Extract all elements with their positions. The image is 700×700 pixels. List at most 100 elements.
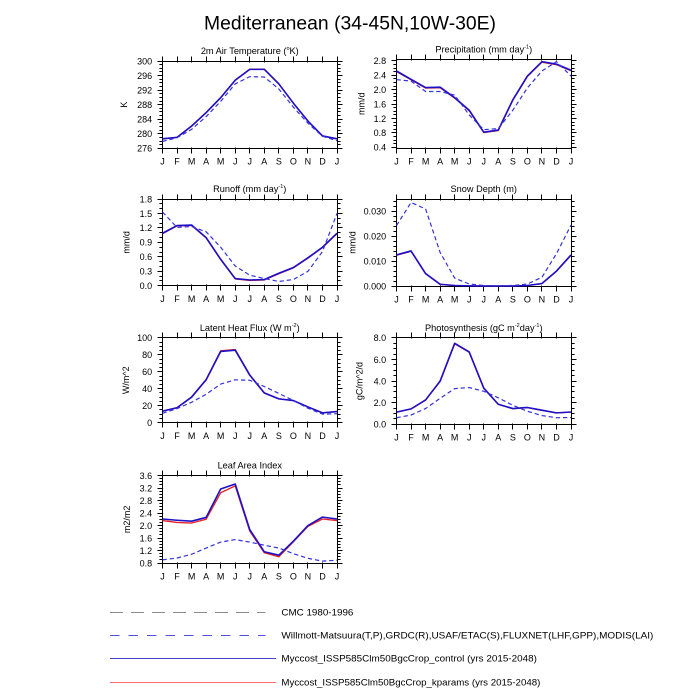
- svg-text:1.6: 1.6: [140, 533, 153, 543]
- svg-text:N: N: [539, 433, 546, 443]
- svg-text:O: O: [290, 571, 297, 581]
- svg-text:A: A: [261, 157, 267, 167]
- svg-text:Myccost_ISSP585Clm50BgcCrop_kp: Myccost_ISSP585Clm50BgcCrop_kparams (yrs…: [281, 678, 540, 688]
- svg-text:J: J: [394, 156, 399, 166]
- svg-text:Myccost_ISSP585Clm50BgcCrop_co: Myccost_ISSP585Clm50BgcCrop_control (yrs…: [281, 654, 537, 664]
- svg-text:2.8: 2.8: [374, 56, 387, 66]
- svg-text:0.8: 0.8: [140, 558, 153, 568]
- svg-text:0: 0: [147, 418, 152, 428]
- svg-text:276: 276: [137, 144, 152, 154]
- svg-text:100: 100: [137, 333, 152, 343]
- svg-text:A: A: [495, 433, 501, 443]
- svg-text:3.6: 3.6: [140, 471, 153, 481]
- svg-text:F: F: [408, 294, 414, 304]
- svg-text:S: S: [276, 571, 282, 581]
- svg-text:Mediterranean (34-45N,10W-30E): Mediterranean (34-45N,10W-30E): [204, 14, 496, 35]
- svg-text:284: 284: [137, 115, 152, 125]
- svg-text:M: M: [422, 433, 430, 443]
- svg-text:F: F: [174, 571, 180, 581]
- svg-text:M: M: [217, 431, 225, 441]
- svg-text:J: J: [569, 294, 574, 304]
- svg-text:300: 300: [137, 56, 152, 66]
- svg-text:0.9: 0.9: [140, 238, 153, 248]
- svg-text:J: J: [394, 433, 399, 443]
- svg-text:M: M: [188, 294, 196, 304]
- svg-text:S: S: [510, 433, 516, 443]
- svg-text:M: M: [451, 294, 459, 304]
- svg-text:J: J: [233, 431, 238, 441]
- svg-text:J: J: [482, 294, 487, 304]
- svg-text:A: A: [261, 571, 267, 581]
- svg-text:F: F: [174, 294, 180, 304]
- svg-text:0.0: 0.0: [374, 420, 387, 430]
- svg-text:A: A: [437, 156, 443, 166]
- svg-text:M: M: [188, 157, 196, 167]
- svg-text:0.0: 0.0: [140, 281, 153, 291]
- svg-text:J: J: [248, 157, 253, 167]
- svg-text:S: S: [276, 157, 282, 167]
- svg-text:M: M: [188, 431, 196, 441]
- svg-text:280: 280: [137, 129, 152, 139]
- svg-text:W/m^2: W/m^2: [121, 366, 131, 394]
- svg-text:F: F: [174, 431, 180, 441]
- svg-text:F: F: [408, 156, 414, 166]
- svg-text:J: J: [569, 433, 574, 443]
- svg-text:D: D: [319, 294, 326, 304]
- svg-text:J: J: [467, 433, 472, 443]
- svg-text:M: M: [451, 433, 459, 443]
- svg-text:M: M: [422, 294, 430, 304]
- svg-text:2.8: 2.8: [140, 496, 153, 506]
- svg-text:O: O: [290, 431, 297, 441]
- svg-text:D: D: [553, 294, 560, 304]
- svg-text:0.8: 0.8: [374, 128, 387, 138]
- svg-text:J: J: [160, 294, 165, 304]
- svg-text:40: 40: [142, 384, 152, 394]
- svg-text:J: J: [335, 571, 340, 581]
- svg-text:Willmott-Matsuura(T,P),GRDC(R): Willmott-Matsuura(T,P),GRDC(R),USAF/ETAC…: [281, 631, 653, 641]
- svg-text:296: 296: [137, 71, 152, 81]
- svg-text:J: J: [233, 157, 238, 167]
- svg-text:J: J: [335, 157, 340, 167]
- svg-text:1.5: 1.5: [140, 209, 153, 219]
- svg-text:0.3: 0.3: [140, 267, 153, 277]
- svg-text:Latent Heat Flux (W m-2): Latent Heat Flux (W m-2): [200, 323, 300, 333]
- svg-text:F: F: [408, 433, 414, 443]
- svg-text:0.000: 0.000: [364, 281, 387, 291]
- svg-text:M: M: [217, 294, 225, 304]
- svg-text:D: D: [553, 433, 560, 443]
- svg-text:20: 20: [142, 401, 152, 411]
- svg-text:D: D: [319, 157, 326, 167]
- svg-text:J: J: [248, 571, 253, 581]
- svg-text:2.4: 2.4: [374, 71, 387, 81]
- svg-text:m2/m2: m2/m2: [122, 506, 132, 534]
- svg-text:6.0: 6.0: [374, 355, 387, 365]
- svg-text:A: A: [437, 294, 443, 304]
- svg-text:S: S: [510, 156, 516, 166]
- svg-text:N: N: [305, 157, 312, 167]
- svg-text:1.2: 1.2: [140, 546, 153, 556]
- svg-text:M: M: [217, 157, 225, 167]
- svg-text:1.2: 1.2: [140, 223, 153, 233]
- svg-text:J: J: [482, 156, 487, 166]
- svg-text:O: O: [290, 294, 297, 304]
- svg-text:J: J: [335, 294, 340, 304]
- svg-text:J: J: [467, 156, 472, 166]
- svg-text:2.0: 2.0: [374, 398, 387, 408]
- svg-text:N: N: [539, 156, 546, 166]
- svg-text:J: J: [233, 294, 238, 304]
- svg-text:0.010: 0.010: [364, 256, 387, 266]
- svg-text:3.2: 3.2: [140, 483, 153, 493]
- svg-text:A: A: [495, 294, 501, 304]
- svg-text:gC/m^2/d: gC/m^2/d: [355, 362, 365, 400]
- svg-text:Photosynthesis (gC m-2day-1): Photosynthesis (gC m-2day-1): [425, 323, 543, 333]
- svg-text:0.6: 0.6: [140, 252, 153, 262]
- svg-text:J: J: [248, 431, 253, 441]
- svg-text:A: A: [203, 431, 209, 441]
- svg-text:F: F: [174, 157, 180, 167]
- svg-text:J: J: [248, 294, 253, 304]
- svg-text:S: S: [276, 431, 282, 441]
- svg-text:A: A: [437, 433, 443, 443]
- svg-text:J: J: [160, 571, 165, 581]
- svg-text:2.4: 2.4: [140, 508, 153, 518]
- svg-text:A: A: [203, 294, 209, 304]
